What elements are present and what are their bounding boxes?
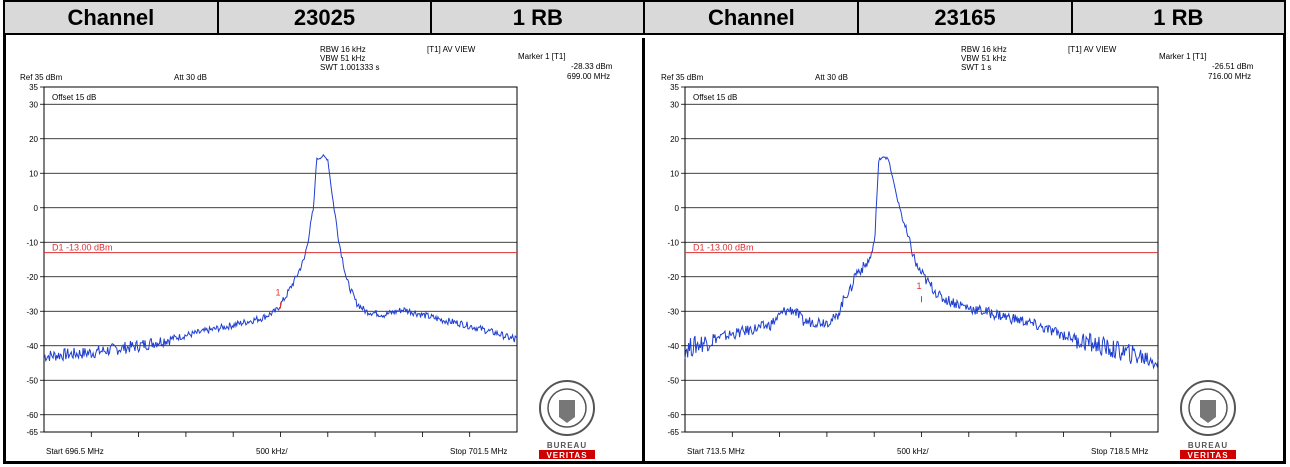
- marker-number: 1: [917, 281, 922, 291]
- y-tick-label: 20: [670, 135, 679, 144]
- start-freq-text: Start 713.5 MHz: [687, 447, 745, 456]
- y-tick-label: 35: [29, 83, 38, 92]
- start-freq-text: Start 696.5 MHz: [46, 447, 104, 456]
- span-per-div-text: 500 kHz/: [897, 447, 929, 456]
- y-tick-label: 10: [670, 169, 679, 178]
- y-tick-label: -40: [26, 342, 38, 351]
- spectrum-panel-2: RBW 16 kHz VBW 51 kHz SWT 1 s [T1] AV VI…: [661, 45, 1254, 460]
- rbw-text: RBW 16 kHz: [961, 45, 1007, 54]
- bureau-veritas-logo: BUREAU VERITAS: [539, 380, 595, 460]
- header-channel-value-1: 23025: [216, 0, 433, 35]
- att-text: Att 30 dB: [815, 73, 848, 82]
- view-text: [T1] AV VIEW: [1068, 45, 1117, 54]
- y-tick-label: 30: [29, 100, 38, 109]
- svg-text:BUREAU: BUREAU: [1188, 441, 1228, 450]
- plot-area: 35 30 20 10 0 -10 -20 -30 -40 -50 -60 -65 D1 -13.00 …: [26, 83, 518, 437]
- y-tick-label: -50: [26, 376, 38, 385]
- spectrum-panel-1: RBW 16 kHz VBW 51 kHz SWT 1.001333 s [T1…: [20, 45, 613, 460]
- spectrum-trace: [684, 156, 1159, 370]
- y-tick-label: -30: [667, 307, 679, 316]
- marker-value-text: -26.51 dBm: [1212, 62, 1254, 71]
- bureau-veritas-logo: BUREAU VERITAS: [1180, 380, 1236, 460]
- svg-text:BUREAU: BUREAU: [547, 441, 587, 450]
- marker-label-text: Marker 1 [T1]: [518, 52, 566, 61]
- limit-label: D1 -13.00 dBm: [693, 243, 754, 253]
- y-tick-label: -10: [667, 238, 679, 247]
- offset-text: Offset 15 dB: [52, 93, 96, 102]
- offset-text: Offset 15 dB: [693, 93, 737, 102]
- marker-freq-text: 716.00 MHz: [1208, 72, 1251, 81]
- vbw-text: VBW 51 kHz: [961, 54, 1006, 63]
- marker-freq-text: 699.00 MHz: [567, 72, 610, 81]
- y-tick-label: -10: [26, 238, 38, 247]
- panel-divider: [642, 38, 645, 464]
- y-tick-label: -60: [667, 411, 679, 420]
- y-tick-label: -50: [667, 376, 679, 385]
- att-text: Att 30 dB: [174, 73, 207, 82]
- marker-value-text: -28.33 dBm: [571, 62, 613, 71]
- y-tick-label: 10: [29, 169, 38, 178]
- swt-text: SWT 1.001333 s: [320, 63, 379, 72]
- y-tick-label: -20: [26, 273, 38, 282]
- ref-text: Ref 35 dBm: [661, 73, 704, 82]
- spectrum-trace: [43, 153, 518, 363]
- stop-freq-text: Stop 718.5 MHz: [1091, 447, 1148, 456]
- rbw-text: RBW 16 kHz: [320, 45, 366, 54]
- view-text: [T1] AV VIEW: [427, 45, 476, 54]
- header-rb-1: 1 RB: [430, 0, 646, 35]
- limit-label: D1 -13.00 dBm: [52, 243, 113, 253]
- y-tick-label: 0: [34, 204, 39, 213]
- stop-freq-text: Stop 701.5 MHz: [450, 447, 507, 456]
- header-text-group: RBW 16 kHz VBW 51 kHz SWT 1 s [T1] AV VI…: [661, 45, 1254, 82]
- header-rb-2: 1 RB: [1070, 0, 1287, 35]
- header-text-group: RBW 16 kHz VBW 51 kHz SWT 1.001333 s [T1…: [20, 45, 613, 82]
- y-tick-label: -40: [667, 342, 679, 351]
- y-tick-label: -20: [667, 273, 679, 282]
- ref-text: Ref 35 dBm: [20, 73, 63, 82]
- marker-number: 1: [276, 287, 281, 297]
- header-channel-label-1: Channel: [3, 0, 219, 35]
- y-tick-label: -60: [26, 411, 38, 420]
- header-table: Channel 23025 1 RB Channel 23165 1 RB: [3, 0, 1287, 35]
- y-tick-label: -30: [26, 307, 38, 316]
- svg-text:VERITAS: VERITAS: [1187, 451, 1228, 460]
- y-tick-label: 30: [670, 100, 679, 109]
- header-channel-value-2: 23165: [857, 0, 1073, 35]
- y-tick-label: 20: [29, 135, 38, 144]
- y-tick-label: 35: [670, 83, 679, 92]
- plot-area: 35 30 20 10 0 -10 -20 -30 -40 -50 -60 -65 D1 -13.00 …: [667, 83, 1159, 437]
- y-tick-label: -65: [26, 428, 38, 437]
- header-channel-label-2: Channel: [643, 0, 860, 35]
- y-tick-label: -65: [667, 428, 679, 437]
- span-per-div-text: 500 kHz/: [256, 447, 288, 456]
- swt-text: SWT 1 s: [961, 63, 992, 72]
- vbw-text: VBW 51 kHz: [320, 54, 365, 63]
- y-tick-label: 0: [675, 204, 680, 213]
- svg-text:VERITAS: VERITAS: [546, 451, 587, 460]
- marker-label-text: Marker 1 [T1]: [1159, 52, 1207, 61]
